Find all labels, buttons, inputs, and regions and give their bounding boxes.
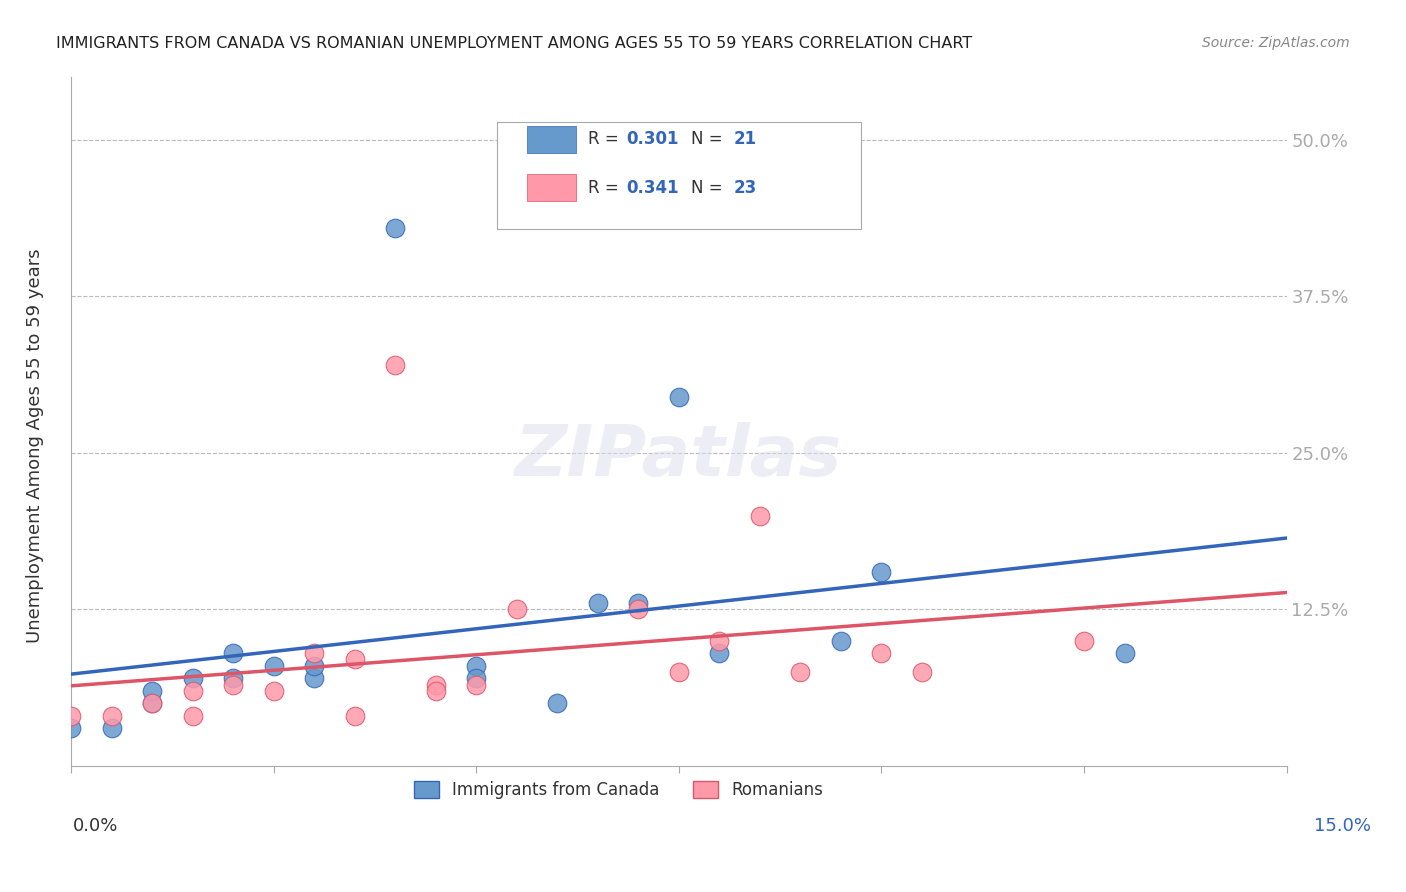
FancyBboxPatch shape	[496, 122, 862, 229]
Point	[100, 708, 122, 723]
Point	[222, 646, 245, 660]
Point	[709, 633, 731, 648]
Point	[222, 671, 245, 685]
Text: 21: 21	[734, 130, 756, 148]
Point	[1073, 633, 1095, 648]
Text: 15.0%: 15.0%	[1315, 817, 1371, 835]
Point	[789, 665, 811, 679]
Point	[506, 602, 529, 616]
Point	[384, 359, 406, 373]
Text: Unemployment Among Ages 55 to 59 years: Unemployment Among Ages 55 to 59 years	[27, 249, 44, 643]
FancyBboxPatch shape	[527, 174, 575, 202]
Point	[748, 508, 770, 523]
Text: ZIPatlas: ZIPatlas	[515, 422, 842, 491]
Point	[465, 671, 488, 685]
Point	[304, 646, 326, 660]
Point	[870, 646, 893, 660]
Point	[100, 722, 122, 736]
Point	[911, 665, 934, 679]
Point	[181, 683, 204, 698]
Text: Source: ZipAtlas.com: Source: ZipAtlas.com	[1202, 36, 1350, 50]
Point	[546, 696, 568, 710]
Point	[60, 722, 83, 736]
Point	[141, 696, 163, 710]
Point	[830, 633, 852, 648]
Point	[222, 677, 245, 691]
Point	[304, 671, 326, 685]
Point	[263, 658, 285, 673]
Text: IMMIGRANTS FROM CANADA VS ROMANIAN UNEMPLOYMENT AMONG AGES 55 TO 59 YEARS CORREL: IMMIGRANTS FROM CANADA VS ROMANIAN UNEMP…	[56, 36, 973, 51]
Point	[465, 677, 488, 691]
Point	[425, 677, 447, 691]
Text: 0.0%: 0.0%	[73, 817, 118, 835]
Point	[181, 708, 204, 723]
FancyBboxPatch shape	[527, 126, 575, 153]
Point	[60, 708, 83, 723]
Point	[304, 658, 326, 673]
Point	[343, 652, 366, 666]
Point	[141, 683, 163, 698]
Point	[668, 665, 690, 679]
Point	[425, 683, 447, 698]
Point	[709, 646, 731, 660]
Text: 0.341: 0.341	[627, 178, 679, 196]
Point	[627, 596, 650, 610]
Point	[141, 696, 163, 710]
Text: N =: N =	[692, 130, 728, 148]
Text: R =: R =	[588, 130, 624, 148]
Text: 23: 23	[734, 178, 756, 196]
Text: N =: N =	[692, 178, 728, 196]
Point	[263, 683, 285, 698]
Text: R =: R =	[588, 178, 624, 196]
Point	[1114, 646, 1136, 660]
Point	[627, 602, 650, 616]
Point	[668, 390, 690, 404]
Point	[870, 565, 893, 579]
Point	[384, 220, 406, 235]
Point	[465, 658, 488, 673]
Legend: Immigrants from Canada, Romanians: Immigrants from Canada, Romanians	[406, 774, 830, 805]
Point	[586, 596, 609, 610]
Text: 0.301: 0.301	[627, 130, 679, 148]
Point	[181, 671, 204, 685]
Point	[343, 708, 366, 723]
